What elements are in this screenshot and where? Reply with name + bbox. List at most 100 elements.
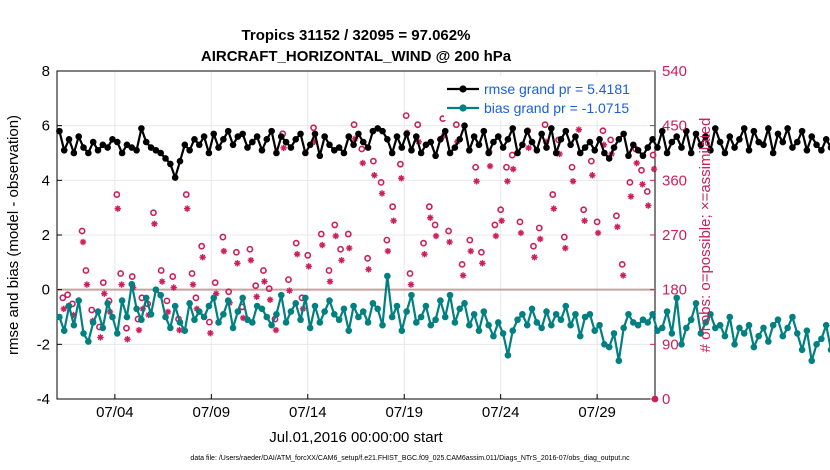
rmse-marker <box>644 144 652 151</box>
bias-marker <box>157 291 164 299</box>
y-right-tick-label: 90 <box>662 336 679 353</box>
obs-possible-marker <box>364 254 371 262</box>
obs-assimilated-marker <box>114 205 121 212</box>
rmse-marker <box>818 146 825 154</box>
obs-assimilated-stroke <box>595 230 601 236</box>
rmse-marker <box>244 144 251 151</box>
obs-possible-marker <box>466 236 474 244</box>
obs-possible-marker <box>123 324 130 332</box>
rmse-marker <box>152 146 160 154</box>
rmse-marker <box>605 155 613 162</box>
y-axis-label-right: # of obs: o=possible; ×=assimilated <box>697 118 714 353</box>
rmse-marker <box>147 144 155 151</box>
bias-marker <box>639 316 647 324</box>
bias-marker <box>258 305 266 313</box>
obs-assimilated-stroke <box>576 126 582 133</box>
rmse-marker <box>321 133 328 140</box>
obs-assimilated-stroke <box>115 205 121 212</box>
obs-possible-marker <box>626 179 634 186</box>
obs-assimilated-marker <box>151 220 158 228</box>
rmse-marker <box>215 144 222 151</box>
obs-assimilated-marker <box>286 287 293 294</box>
rmse-marker <box>760 141 767 149</box>
obs-assimilated-stroke <box>151 221 158 227</box>
bias-marker <box>818 335 825 343</box>
obs-possible-marker <box>285 276 292 283</box>
obs-assimilated-marker <box>101 290 108 297</box>
bias-marker <box>427 321 435 329</box>
rmse-marker <box>504 136 512 143</box>
obs-assimilated-marker <box>220 247 228 255</box>
bias-marker <box>572 310 579 318</box>
rmse-marker <box>138 125 145 132</box>
rmse-marker <box>282 138 290 146</box>
obs-assimilated-marker <box>575 126 583 133</box>
rmse-marker <box>620 130 627 138</box>
obs-assimilated-stroke <box>61 306 67 312</box>
obs-assimilated-marker <box>60 305 67 313</box>
bias-marker <box>138 316 145 324</box>
rmse-series <box>56 122 830 181</box>
rmse-marker <box>726 133 734 140</box>
bias-marker <box>687 316 695 324</box>
obs-possible-marker <box>128 273 136 280</box>
rmse-marker <box>441 127 449 135</box>
rmse-marker <box>567 141 574 149</box>
obs-possible-marker <box>350 121 358 129</box>
rmse-marker <box>639 152 647 160</box>
rmse-marker <box>461 122 468 129</box>
obs-assimilated-stroke <box>261 278 268 285</box>
rmse-marker <box>692 130 700 138</box>
obs-assimilated-stroke <box>294 251 300 257</box>
bias-marker <box>793 330 801 337</box>
rmse-marker <box>239 130 246 138</box>
bias-marker <box>118 297 126 304</box>
obs-possible-marker <box>246 245 254 253</box>
rmse-marker <box>335 144 343 151</box>
obs-possible-marker <box>389 203 397 211</box>
bias-marker <box>480 308 488 315</box>
obs-possible-marker <box>182 191 190 198</box>
obs-possible-marker <box>344 230 352 238</box>
bias-marker <box>620 324 627 332</box>
bias-marker <box>514 316 521 324</box>
obs-possible-marker <box>205 318 213 326</box>
bias-marker <box>538 324 545 332</box>
legend: rmse grand pr = 5.4181 bias grand pr = -… <box>444 76 652 120</box>
obs-possible-marker <box>607 136 615 144</box>
bias-marker <box>205 302 213 310</box>
bias-marker <box>736 324 743 332</box>
rmse-marker <box>697 141 705 149</box>
obs-assimilated-marker <box>581 217 588 224</box>
rmse-marker <box>311 130 319 138</box>
bias-marker <box>210 294 218 302</box>
obs-possible-marker <box>425 203 433 211</box>
rmse-marker <box>249 138 256 146</box>
obs-possible-marker <box>117 270 125 277</box>
rmse-marker <box>687 149 695 157</box>
y-left-tick-label: 8 <box>42 63 50 80</box>
obs-assimilated-stroke <box>487 163 493 169</box>
rmse-marker <box>774 130 782 138</box>
bias-marker <box>760 324 767 332</box>
bias-marker <box>504 351 512 359</box>
y-right-tick-label: 450 <box>662 118 687 135</box>
bias-marker <box>557 316 565 324</box>
rmse-marker <box>451 144 459 151</box>
rmse-marker <box>470 133 478 140</box>
obs-assimilated-marker <box>398 175 405 182</box>
obs-assimilated-stroke <box>531 254 538 260</box>
bias-marker <box>470 310 478 318</box>
bias-marker <box>195 308 203 315</box>
bias-marker <box>282 319 290 326</box>
rmse-marker <box>200 133 208 140</box>
obs-assimilated-stroke <box>280 145 287 151</box>
bias-marker <box>311 302 319 310</box>
bias-marker <box>355 313 362 321</box>
obs-assimilated-stroke <box>550 205 557 212</box>
x-tick-label: 07/04 <box>96 404 134 421</box>
bias-marker <box>398 327 406 334</box>
obs-assimilated-stroke <box>159 278 165 285</box>
bias-marker <box>123 313 131 321</box>
bias-marker <box>268 321 275 329</box>
